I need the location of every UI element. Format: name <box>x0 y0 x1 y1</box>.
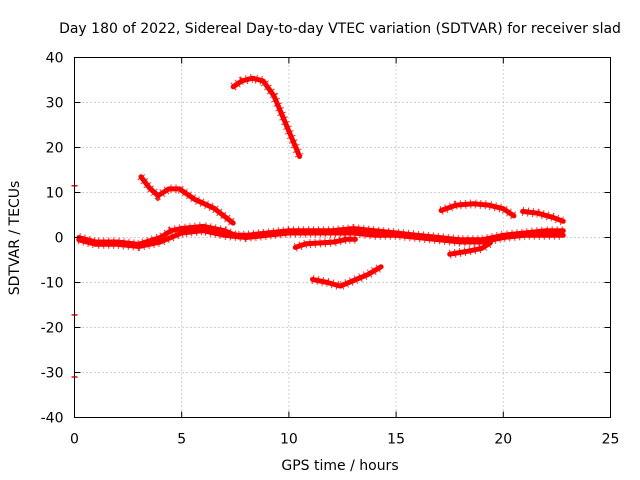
series-arc-mid <box>137 174 236 227</box>
y-tick-label: 40 <box>46 51 64 67</box>
series-arc-right-lower <box>520 206 566 226</box>
series-line <box>138 174 236 226</box>
series-markers <box>448 239 493 259</box>
series-markers <box>137 174 236 227</box>
y-tick-label: -20 <box>41 321 64 337</box>
x-tick-label: 20 <box>494 432 512 448</box>
series-line <box>230 75 303 159</box>
x-tick-label: 5 <box>177 432 186 448</box>
series-dip <box>310 262 384 291</box>
series-markers <box>230 73 304 159</box>
series-line <box>76 228 566 249</box>
y-tick-label: -10 <box>41 276 64 292</box>
grid <box>74 57 611 418</box>
series-line <box>520 208 566 224</box>
series-markers <box>311 262 384 291</box>
x-tick-label: 10 <box>280 432 298 448</box>
ticks: 0 5 10 15 20 25 -40 -30 -20 -10 0 10 20 30 40 <box>41 51 620 448</box>
series-line <box>310 264 384 289</box>
x-tick-label: 0 <box>70 432 79 448</box>
data-marks <box>71 73 566 378</box>
y-tick-label: 20 <box>46 141 64 157</box>
series-line <box>292 236 358 250</box>
y-tick-label: 10 <box>46 186 64 202</box>
series-arc-right-upper <box>438 199 517 220</box>
y-tick-label: -40 <box>41 411 64 427</box>
y-tick-label: 0 <box>55 231 64 247</box>
y-axis-label: SDTVAR / TECUs <box>7 181 23 296</box>
series-short-mid <box>292 234 358 252</box>
series-short-right <box>447 239 493 259</box>
y-tick-label: -30 <box>41 366 64 382</box>
series-lower-band <box>76 226 566 252</box>
x-axis-label: GPS time / hours <box>281 458 398 474</box>
chart-title: Day 180 of 2022, Sidereal Day-to-day VTE… <box>59 21 621 37</box>
series-arc-high <box>230 73 304 159</box>
x-tick-label: 25 <box>602 432 620 448</box>
y-tick-label: 30 <box>46 96 64 112</box>
series-markers <box>439 199 517 220</box>
x-tick-label: 15 <box>387 432 405 448</box>
